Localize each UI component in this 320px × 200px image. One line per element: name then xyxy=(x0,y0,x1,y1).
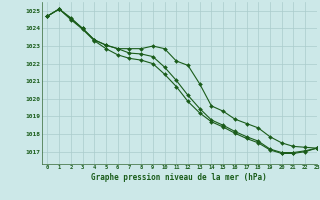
X-axis label: Graphe pression niveau de la mer (hPa): Graphe pression niveau de la mer (hPa) xyxy=(91,173,267,182)
